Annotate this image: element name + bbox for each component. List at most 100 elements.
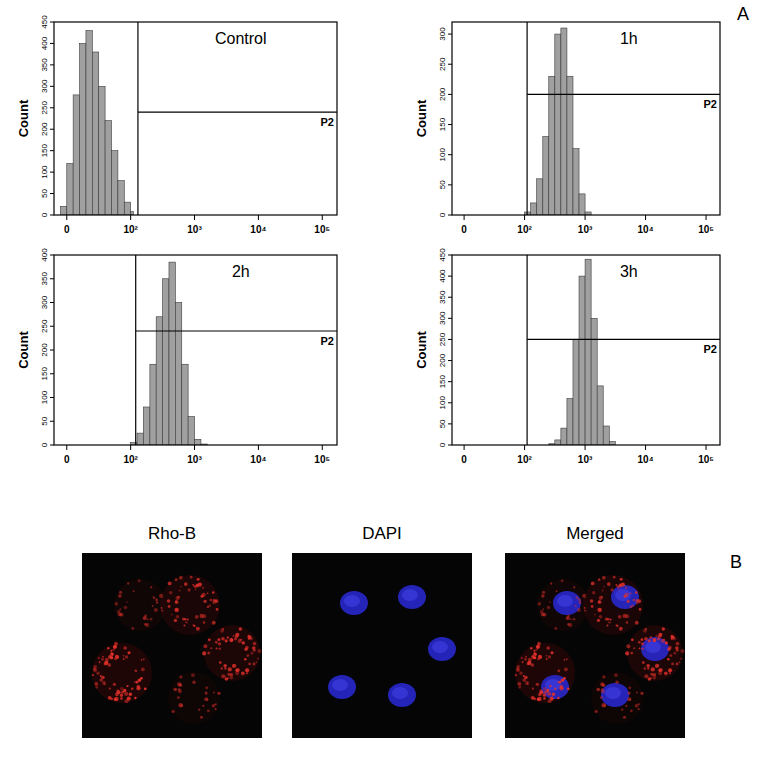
image-content — [505, 553, 685, 738]
punctum — [179, 576, 183, 580]
punctum — [573, 586, 575, 588]
punctum — [213, 692, 215, 694]
y-tick — [50, 326, 54, 327]
image-background — [505, 553, 685, 738]
punctum — [635, 704, 638, 707]
punctum — [594, 710, 597, 713]
punctum — [114, 602, 118, 606]
punctum — [177, 682, 181, 686]
punctum — [147, 618, 149, 620]
chart-title: 1h — [620, 30, 638, 47]
punctum — [200, 716, 203, 719]
punctum — [186, 622, 188, 624]
punctum — [104, 683, 106, 685]
punctum — [543, 694, 546, 697]
x-tick-label: 10⁵ — [314, 224, 330, 235]
punctum — [192, 624, 194, 626]
punctum — [229, 638, 233, 642]
punctum — [102, 681, 106, 685]
plot-frame — [54, 22, 337, 215]
punctum — [643, 629, 647, 633]
punctum — [621, 582, 625, 586]
punctum — [635, 621, 639, 625]
y-tick-label: 200 — [40, 122, 49, 136]
panel-label: A — [737, 4, 749, 24]
punctum — [538, 693, 542, 697]
punctum — [584, 607, 586, 609]
punctum — [552, 693, 555, 696]
y-tick — [448, 64, 452, 65]
punctum — [603, 704, 606, 707]
punctum — [112, 649, 114, 651]
punctum — [197, 578, 199, 580]
y-tick — [50, 22, 54, 23]
punctum — [232, 635, 234, 637]
punctum — [228, 667, 232, 671]
punctum — [648, 639, 651, 642]
punctum — [546, 655, 548, 657]
punctum — [597, 608, 601, 612]
histogram-bar — [73, 95, 79, 215]
nucleus — [340, 591, 368, 615]
histogram-bar — [561, 28, 567, 215]
punctum — [154, 608, 158, 612]
punctum — [609, 622, 611, 624]
y-tick — [50, 129, 54, 130]
punctum — [630, 592, 632, 594]
punctum — [671, 663, 674, 666]
plot-frame — [452, 22, 720, 215]
punctum — [120, 687, 123, 690]
punctum — [524, 676, 528, 680]
punctum — [218, 642, 221, 645]
x-tick-label: 10² — [123, 224, 138, 235]
x-tick — [464, 445, 465, 450]
punctum — [548, 655, 551, 658]
y-tick — [448, 276, 452, 277]
punctum — [638, 641, 641, 644]
y-tick-label: 150 — [438, 374, 447, 388]
nucleus-highlight — [402, 589, 418, 601]
y-tick-label: 300 — [40, 295, 49, 309]
chart-title: 2h — [232, 263, 250, 280]
y-tick-label: 350 — [438, 290, 447, 304]
punctum — [174, 619, 177, 622]
punctum — [224, 667, 226, 669]
punctum — [578, 598, 581, 601]
punctum — [541, 594, 544, 597]
x-tick — [258, 215, 259, 220]
x-tick — [322, 215, 323, 220]
nucleus-highlight — [615, 589, 631, 601]
punctum — [232, 664, 236, 668]
punctum — [101, 676, 105, 680]
histogram-bar — [118, 181, 124, 215]
y-tick — [50, 193, 54, 194]
punctum — [179, 683, 183, 687]
punctum — [599, 596, 603, 600]
punctum — [93, 668, 97, 672]
punctum — [178, 703, 182, 707]
punctum — [640, 692, 643, 695]
punctum — [123, 646, 127, 650]
punctum — [133, 590, 135, 592]
punctum — [114, 642, 118, 646]
punctum — [168, 581, 172, 585]
punctum — [204, 697, 208, 701]
punctum — [220, 629, 224, 633]
punctum — [248, 663, 251, 666]
punctum — [633, 647, 635, 649]
y-tick — [50, 107, 54, 108]
punctum — [161, 607, 163, 609]
punctum — [531, 696, 535, 700]
y-axis-label: Count — [16, 331, 31, 369]
y-tick — [50, 278, 54, 279]
punctum — [664, 672, 667, 675]
punctum — [187, 618, 189, 620]
punctum — [119, 591, 122, 594]
y-tick-label: 150 — [40, 143, 49, 157]
x-tick — [464, 215, 465, 220]
y-tick-label: 0 — [438, 442, 447, 447]
punctum — [219, 661, 222, 664]
punctum — [216, 608, 219, 611]
punctum — [579, 601, 581, 603]
punctum — [187, 588, 190, 591]
